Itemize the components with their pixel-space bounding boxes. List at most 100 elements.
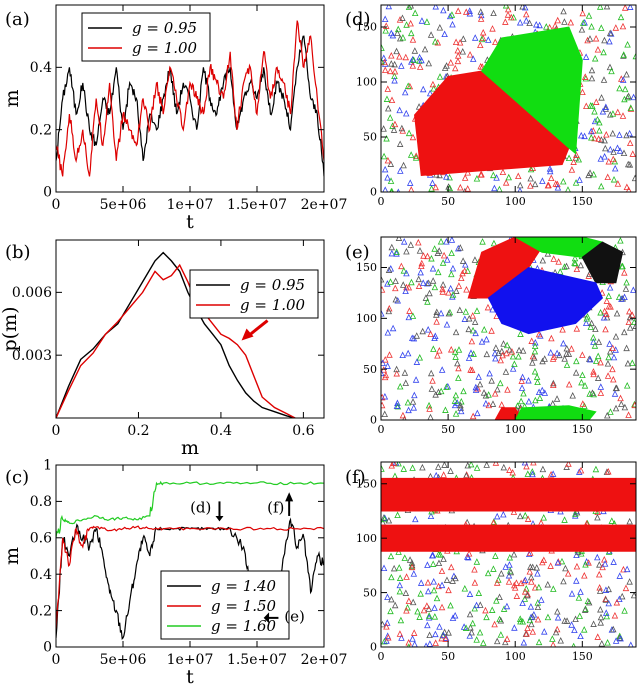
particle-mark: [588, 74, 596, 82]
particle-mark: [548, 174, 555, 182]
particle-mark: [436, 623, 443, 630]
particle-mark: [527, 165, 535, 173]
particle-mark: [500, 463, 508, 471]
particle-mark: [457, 244, 464, 251]
particle-mark: [523, 462, 530, 470]
particle-mark: [502, 18, 509, 25]
particle-mark: [451, 401, 459, 409]
particle-mark: [580, 626, 588, 633]
particle-mark: [525, 376, 532, 384]
particle-mark: [432, 630, 439, 638]
particle-mark: [520, 638, 528, 646]
particle-mark: [532, 396, 539, 404]
particle-mark: [620, 149, 628, 157]
particle-mark: [590, 390, 597, 398]
particle-mark: [480, 639, 487, 646]
particle-mark: [585, 559, 592, 566]
particle-mark: [387, 177, 395, 184]
particle-mark: [483, 335, 490, 343]
particle-mark: [592, 325, 599, 332]
particle-mark: [623, 131, 630, 139]
particle-mark: [590, 370, 597, 378]
particle-mark: [619, 112, 627, 119]
particle-mark: [560, 577, 567, 585]
series-line: [56, 480, 324, 538]
annotation-arrowhead: [241, 328, 254, 341]
particle-mark: [623, 344, 630, 352]
particle-mark: [423, 642, 429, 647]
particle-mark: [437, 309, 445, 317]
particle-mark: [469, 619, 476, 627]
particle-mark: [483, 350, 491, 358]
particle-mark: [581, 572, 588, 579]
particle-mark: [568, 590, 576, 597]
particle-mark: [616, 595, 623, 602]
particle-mark: [456, 306, 464, 314]
particle-mark: [505, 173, 513, 181]
particle-mark: [607, 30, 615, 37]
particle-mark: [614, 144, 621, 151]
particle-mark: [549, 635, 556, 642]
particle-mark: [503, 602, 511, 610]
particle-mark: [521, 588, 529, 595]
y-tick-label: 0: [370, 641, 377, 654]
particle-mark: [585, 171, 592, 179]
particle-mark: [618, 400, 625, 408]
particle-mark: [629, 150, 636, 157]
particle-mark: [577, 588, 584, 595]
particle-mark: [531, 367, 539, 375]
particle-mark: [447, 284, 454, 292]
particle-mark: [594, 46, 602, 53]
particle-mark: [413, 332, 420, 339]
particle-mark: [391, 67, 399, 75]
particle-mark: [572, 259, 579, 267]
particle-mark: [448, 563, 455, 571]
particle-mark: [552, 180, 559, 187]
particle-mark: [409, 312, 417, 319]
particle-mark: [493, 637, 501, 645]
particle-mark: [631, 401, 636, 409]
particle-mark: [482, 392, 490, 399]
particle-mark: [412, 515, 419, 523]
particle-mark: [408, 278, 415, 286]
particle-mark: [597, 358, 604, 366]
particle-mark: [440, 6, 447, 14]
particle-mark: [529, 470, 536, 478]
particle-mark: [471, 256, 479, 263]
particle-mark: [535, 638, 543, 646]
panel-label: (c): [5, 467, 29, 488]
particle-mark: [533, 20, 540, 28]
particle-mark: [435, 550, 442, 558]
particle-mark: [422, 294, 430, 301]
particle-mark: [393, 248, 400, 255]
particle-mark: [416, 57, 423, 64]
particle-mark: [453, 287, 460, 294]
x-tick-label: 0: [52, 197, 61, 213]
particle-mark: [477, 601, 484, 608]
particle-mark: [559, 326, 566, 333]
particle-mark: [621, 607, 628, 614]
particle-mark: [383, 95, 391, 102]
particle-mark: [416, 613, 423, 620]
particle-mark: [582, 561, 589, 568]
particle-mark: [398, 634, 405, 641]
particle-mark: [624, 359, 632, 367]
x-tick-label: 0.2: [127, 423, 149, 439]
particle-mark: [626, 517, 633, 525]
particle-mark: [585, 12, 593, 19]
particle-mark: [502, 368, 510, 375]
particle-mark: [431, 613, 439, 620]
legend: g = 0.95 g = 1.00: [81, 12, 211, 62]
particle-mark: [447, 59, 455, 66]
particle-mark: [410, 56, 417, 64]
particle-mark: [431, 283, 439, 291]
particle-mark: [617, 634, 624, 642]
x-tick-label: 100: [505, 423, 526, 436]
particle-mark: [603, 313, 611, 321]
particle-mark: [565, 186, 571, 192]
particle-mark: [388, 595, 395, 603]
particle-mark: [526, 19, 533, 27]
particle-mark: [426, 289, 433, 297]
particle-mark: [426, 405, 433, 412]
particle-mark: [576, 176, 583, 183]
